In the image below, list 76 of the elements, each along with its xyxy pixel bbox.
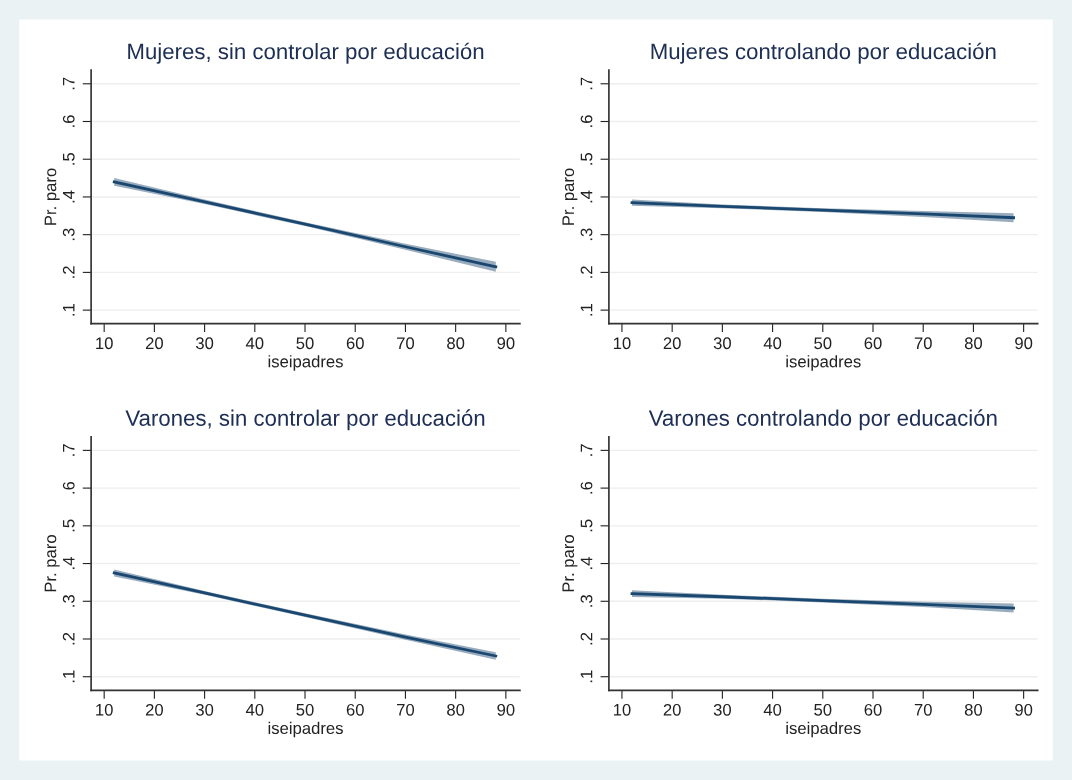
x-tick-label: 50 (296, 337, 314, 350)
x-tick-label: 30 (195, 703, 214, 716)
x-tick-label: 30 (195, 337, 214, 350)
x-tick-label: 50 (814, 703, 832, 716)
x-tick-label: 80 (964, 703, 983, 716)
chart-title: Mujeres controlando por educación (651, 42, 996, 64)
y-tick-label: .3 (62, 228, 75, 241)
y-tick-label: .6 (62, 481, 75, 494)
y-tick-label: .2 (580, 266, 593, 278)
x-tick-label: 30 (713, 703, 731, 716)
x-tick-label: 80 (447, 703, 465, 716)
y-tick-label: .6 (580, 481, 593, 494)
y-tick-label: .7 (63, 444, 75, 456)
y-tick-label: .1 (580, 303, 593, 316)
x-tick-label: 60 (346, 337, 364, 350)
x-tick-label: 20 (663, 703, 681, 716)
y-tick-label: .3 (62, 595, 75, 607)
x-tick-label: 40 (245, 703, 264, 716)
y-tick-label: .2 (62, 266, 75, 278)
x-tick-label: 20 (663, 337, 681, 350)
x-tick-label: 70 (397, 337, 415, 350)
y-tick-label: .2 (62, 632, 75, 645)
y-tick-label: .4 (580, 557, 593, 569)
x-tick-label: 50 (814, 337, 832, 350)
x-tick-label: 50 (296, 703, 314, 716)
y-tick-label: .1 (580, 670, 593, 683)
x-axis-title: iseipadres (786, 721, 861, 738)
x-tick-label: 40 (763, 337, 782, 350)
x-tick-label: 20 (145, 703, 163, 716)
x-tick-label: 90 (1015, 337, 1033, 350)
y-tick-label: .7 (580, 77, 593, 90)
y-axis-title: Pr. paro (562, 168, 578, 225)
x-axis-title: iseipadres (268, 721, 343, 738)
x-tick-label: 90 (497, 703, 515, 716)
x-axis-title: iseipadres (786, 355, 861, 371)
chart-title: Varones controlando por educación (648, 409, 997, 431)
x-tick-label: 70 (397, 703, 415, 716)
x-tick-label: 70 (914, 703, 932, 716)
x-tick-label: 30 (713, 337, 731, 350)
x-tick-label: 90 (497, 337, 515, 350)
y-tick-label: .1 (63, 670, 75, 683)
y-tick-label: .6 (62, 115, 75, 127)
y-tick-label: .7 (580, 444, 593, 456)
x-tick-label: 60 (864, 703, 882, 716)
y-tick-label: .6 (580, 115, 593, 127)
x-tick-label: 20 (145, 337, 163, 350)
x-tick-label: 10 (96, 337, 113, 350)
x-tick-label: 10 (613, 337, 631, 350)
x-tick-label: 60 (864, 337, 882, 350)
x-tick-label: 80 (447, 337, 465, 350)
x-tick-label: 60 (346, 703, 364, 716)
y-tick-label: .4 (63, 557, 75, 569)
x-tick-label: 10 (613, 703, 631, 716)
y-tick-label: .3 (580, 595, 593, 607)
x-tick-label: 90 (1015, 703, 1033, 716)
y-tick-label: .5 (63, 519, 75, 532)
y-tick-label: .2 (580, 632, 593, 645)
y-tick-label: .5 (580, 519, 593, 532)
x-tick-label: 80 (964, 337, 983, 350)
y-axis-title: Pr. paro (562, 535, 578, 592)
y-tick-label: .4 (63, 190, 75, 203)
x-tick-label: 40 (245, 337, 264, 350)
chart-title: Mujeres, sin controlar por educación (128, 42, 484, 64)
x-axis-title: iseipadres (268, 355, 343, 371)
y-tick-label: .5 (63, 152, 75, 165)
y-tick-label: .5 (580, 152, 593, 165)
y-axis-title: Pr. paro (44, 168, 60, 225)
y-tick-label: .3 (580, 228, 593, 241)
x-tick-label: 10 (96, 703, 113, 716)
y-axis-title: Pr. paro (44, 535, 60, 592)
chart-title: Varones, sin controlar por educación (125, 409, 485, 431)
x-tick-label: 70 (914, 337, 932, 350)
y-tick-label: .4 (580, 190, 593, 203)
y-tick-label: .7 (63, 77, 75, 90)
y-tick-label: .1 (63, 303, 75, 316)
x-tick-label: 40 (763, 703, 782, 716)
